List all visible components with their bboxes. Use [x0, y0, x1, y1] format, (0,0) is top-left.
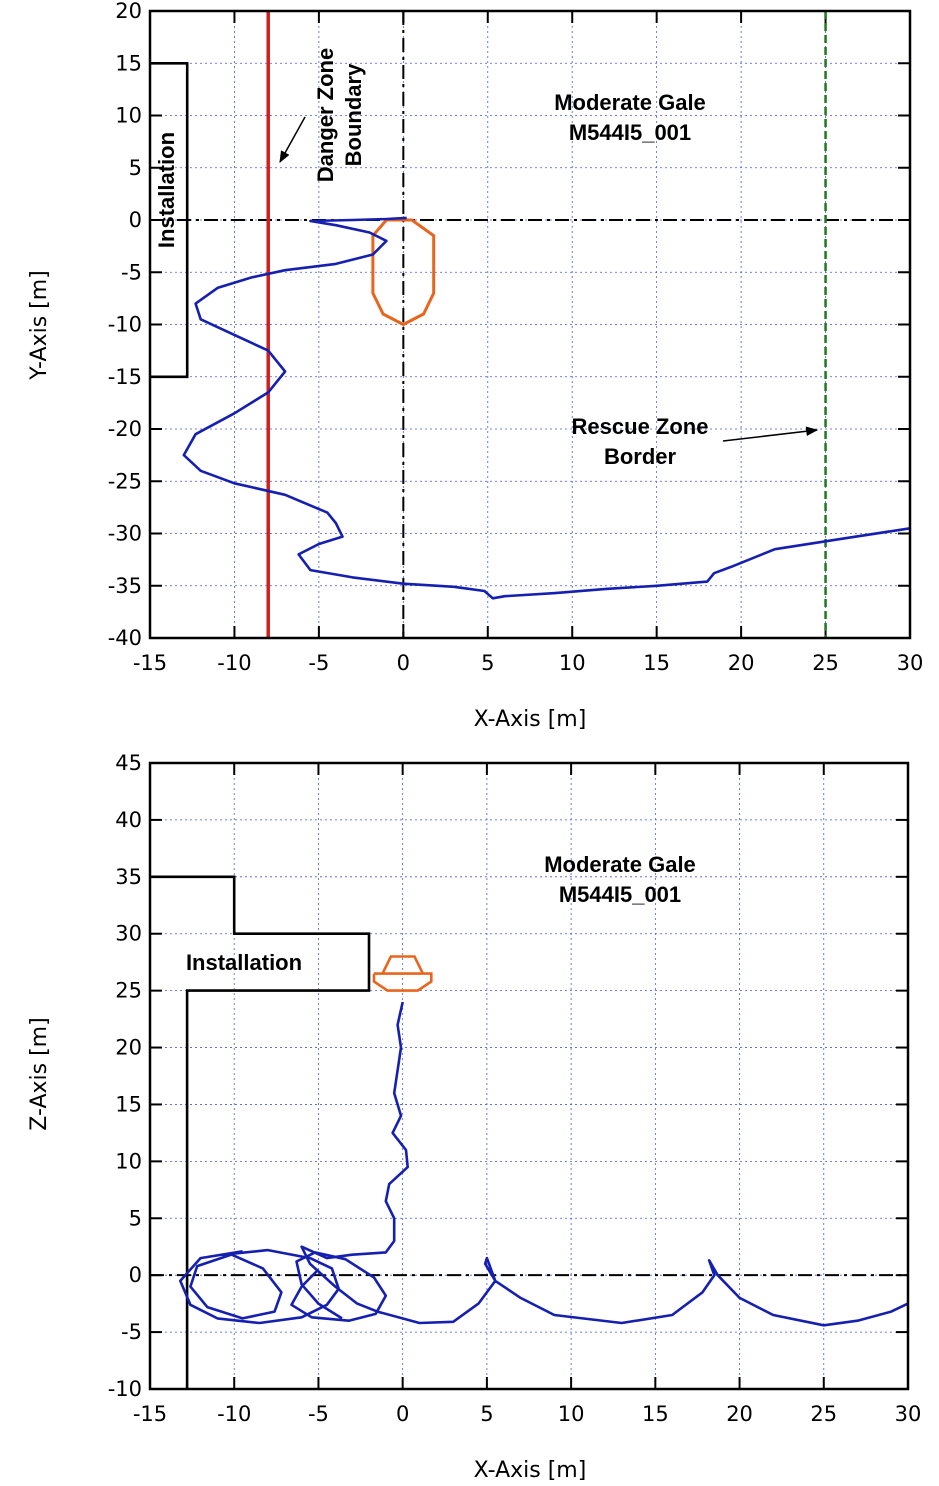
chart-title-line-2: M544I5_001 [559, 882, 681, 907]
y-tick-label: 15 [115, 1092, 142, 1116]
y-tick-label: 0 [129, 208, 142, 232]
x-tick-label: 0 [397, 651, 410, 675]
y-tick-label: 20 [115, 1036, 142, 1060]
y-tick-label: -40 [108, 626, 142, 650]
chart-title-line-1: Moderate Gale [544, 852, 696, 877]
xy-plot-frame [148, 9, 912, 640]
boat-hull-outline [372, 972, 433, 992]
x-tick-label: 25 [810, 1402, 837, 1426]
y-tick-label: 5 [129, 156, 142, 180]
x-tick-label: 5 [480, 1402, 493, 1426]
z-axis-label: Z-Axis [m] [27, 1017, 52, 1130]
x-tick-label: 30 [897, 651, 924, 675]
x-tick-label: 25 [812, 651, 839, 675]
trajectory-line [300, 1001, 909, 1327]
installation-label: Installation [186, 950, 302, 975]
danger-zone-arrow [279, 116, 306, 164]
y-tick-label: -10 [108, 1377, 142, 1401]
y-tick-label: 25 [115, 979, 142, 1003]
x-tick-label: 10 [559, 651, 586, 675]
installation-label: Installation [154, 132, 179, 248]
y-tick-label: -15 [108, 365, 142, 389]
x-tick-label: 30 [895, 1402, 922, 1426]
y-tick-label: 5 [129, 1206, 142, 1230]
y-tick-label: 10 [115, 104, 142, 128]
xz-plot-frame [148, 761, 910, 1391]
boat-outline [371, 218, 436, 327]
y-tick-label: 40 [115, 808, 142, 832]
y-tick-label: 10 [115, 1149, 142, 1173]
x-tick-label: 20 [728, 651, 755, 675]
x-tick-label: 15 [642, 1402, 669, 1426]
xz-chart: -15 -10 -5 0 5 10 15 20 25 30454035302520151050-5… [27, 751, 921, 1483]
y-tick-label: 15 [115, 51, 142, 75]
y-tick-label: 45 [115, 751, 142, 775]
x-axis-label: X-Axis [m] [474, 707, 587, 732]
y-tick-label: 20 [115, 0, 142, 23]
y-tick-label: -5 [121, 260, 142, 284]
xz-tick-labels: -15 -10 -5 0 5 10 15 20 25 30454035302520151050-5… [108, 751, 922, 1426]
rescue-zone-arrow [722, 426, 819, 442]
danger-zone-label-line-1: Danger Zone [313, 48, 338, 182]
y-tick-label: 30 [115, 922, 142, 946]
y-tick-label: -35 [108, 574, 142, 598]
trajectory-loop-2 [179, 1248, 341, 1325]
y-tick-label: -5 [121, 1320, 142, 1344]
xy-grid [149, 10, 911, 639]
xy-tick-labels: -15 -10 -5 0 5 10 15 20 25 30 20 15 10 5 0 -5 -10 -15 -20 -… [108, 0, 924, 675]
x-tick-label: 20 [726, 1402, 753, 1426]
x-tick-label: -10 [217, 651, 251, 675]
trajectory-loop-1 [290, 1251, 388, 1322]
xz-ticks [149, 762, 909, 1390]
x-tick-label: 15 [643, 651, 670, 675]
xz-grid [149, 762, 909, 1390]
rescue-zone-label-line-2: Border [604, 444, 677, 469]
y-tick-label: -10 [108, 313, 142, 337]
x-tick-label: -10 [217, 1402, 251, 1426]
danger-zone-label-line-2: Boundary [341, 63, 366, 166]
x-axis-label: X-Axis [m] [474, 1458, 587, 1483]
trajectory-line [182, 216, 911, 600]
boat-canopy-outline [381, 955, 425, 975]
chart-title-line-2: M544I5_001 [569, 120, 691, 145]
x-tick-label: -5 [308, 651, 329, 675]
x-tick-label: 5 [481, 651, 494, 675]
chart-title-line-1: Moderate Gale [554, 90, 706, 115]
y-tick-label: 0 [129, 1263, 142, 1287]
y-tick-label: -20 [108, 417, 142, 441]
y-tick-label: -25 [108, 469, 142, 493]
xy-chart: -15 -10 -5 0 5 10 15 20 25 30 20 15 10 5 0 -5 -10 -15 -20 -… [27, 0, 923, 732]
x-tick-label: -5 [308, 1402, 329, 1426]
installation-outline [150, 875, 371, 1389]
x-tick-label: 0 [396, 1402, 409, 1426]
x-tick-label: 10 [558, 1402, 585, 1426]
y-tick-label: -30 [108, 522, 142, 546]
y-axis-label: Y-Axis [m] [27, 270, 52, 381]
x-tick-label: -15 [133, 1402, 167, 1426]
rescue-zone-label-line-1: Rescue Zone [572, 414, 709, 439]
y-tick-label: 35 [115, 865, 142, 889]
x-tick-label: -15 [133, 651, 167, 675]
